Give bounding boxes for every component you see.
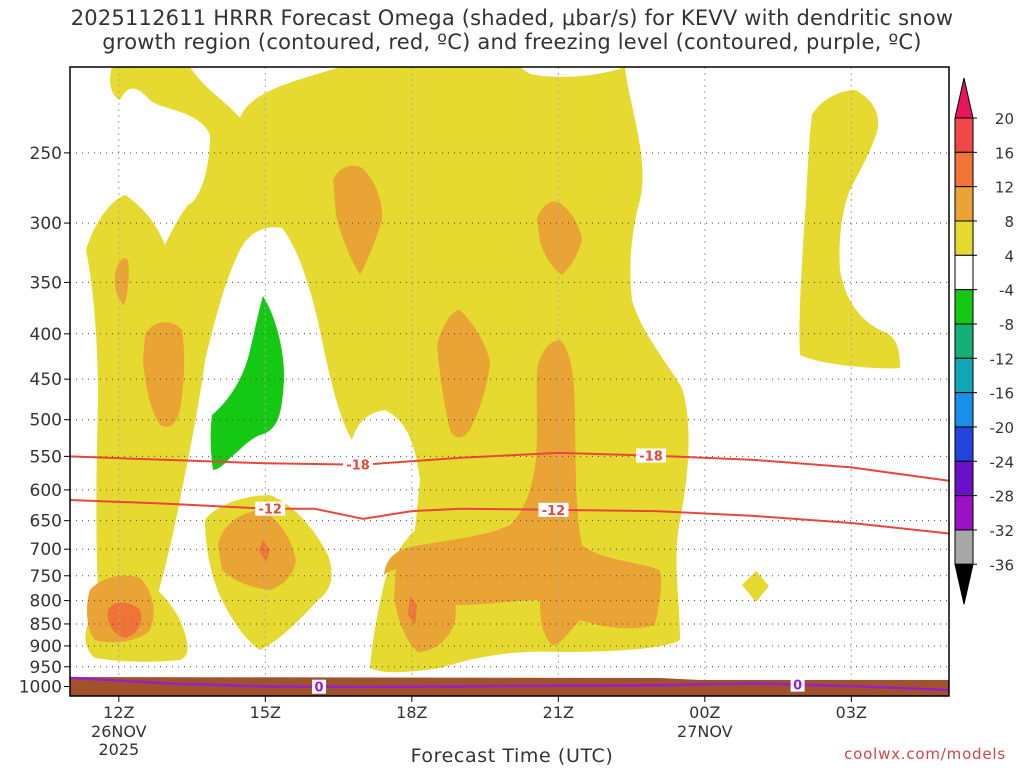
- contour-label-bg: [636, 448, 667, 463]
- x-tick-label-12Z: 12Z: [103, 703, 134, 722]
- y-tick-label-500: 500: [30, 411, 62, 431]
- colorbar-segment-8: [954, 357, 974, 394]
- credit-text[interactable]: coolwx.com/models: [844, 745, 1006, 763]
- x-tick-date-12Z: 26NOV: [91, 722, 147, 741]
- colorbar-label-4: 4: [1004, 247, 1014, 265]
- omega-8-12-21z-300: [537, 201, 582, 275]
- omega-8-12-19z-450: [437, 310, 490, 438]
- colorbar-segment-9: [954, 392, 974, 428]
- y-tick-label-850: 850: [30, 615, 62, 635]
- contour-label-bg: [255, 501, 286, 516]
- y-tick-label-250: 250: [30, 144, 62, 164]
- omega-8-12-15z-700: [218, 510, 296, 590]
- y-tick-label-300: 300: [30, 214, 62, 234]
- colorbar-segment-5: [954, 254, 974, 291]
- colorbar-label-6: -8: [999, 316, 1014, 334]
- colorbar-label-3: 8: [1004, 213, 1014, 231]
- x-tick-label-03Z: 03Z: [836, 703, 867, 722]
- y-tick-label-450: 450: [30, 370, 62, 390]
- contour-label-bg: [790, 677, 805, 692]
- contour-line-dendritic_snow_growth-1: [70, 499, 949, 535]
- colorbar-segment-10: [954, 426, 974, 462]
- colorbar-label-7: -12: [990, 350, 1015, 368]
- colorbar-label-8: -16: [990, 385, 1015, 403]
- omega-8-12-17z-300: [333, 165, 383, 275]
- y-tick-label-400: 400: [30, 325, 62, 345]
- colorbar-label-10: -24: [990, 453, 1015, 471]
- colorbar-segment-13: [954, 529, 974, 565]
- y-tick-label-800: 800: [30, 592, 62, 612]
- x-tick-year-12Z: 2025: [98, 740, 139, 759]
- y-tick-label-1000: 1000: [19, 677, 62, 697]
- chart-title-line2: growth region (contoured, red, ºC) and f…: [102, 30, 922, 54]
- y-tick-label-600: 600: [30, 481, 62, 501]
- x-axis-label: Forecast Time (UTC): [410, 745, 614, 767]
- colorbar-label-11: -28: [990, 488, 1015, 506]
- contour-label-dendritic_snow_growth-1: -12: [542, 504, 566, 519]
- x-tick-label-15Z: 15Z: [250, 703, 281, 722]
- colorbar-segment-11: [954, 460, 974, 497]
- colorbar-label-0: 20: [995, 110, 1014, 128]
- omega-12-16-12z-850: [107, 602, 142, 638]
- y-tick-label-750: 750: [30, 567, 62, 587]
- colorbar-segment-14: [954, 563, 974, 605]
- colorbar-label-12: -32: [990, 522, 1015, 540]
- colorbar-segment-12: [954, 495, 974, 531]
- colorbar-label-5: -4: [999, 282, 1014, 300]
- x-tick-label-18Z: 18Z: [396, 703, 427, 722]
- y-tick-label-950: 950: [30, 658, 62, 678]
- contour-line-dendritic_snow_growth-0: [70, 451, 949, 482]
- y-tick-label-700: 700: [30, 540, 62, 560]
- colorbar-segment-1: [954, 117, 974, 153]
- x-tick-label-21Z: 21Z: [543, 703, 574, 722]
- plot-area: -18 -18 -12 -12 0 0: [70, 67, 949, 696]
- plot-frame: [69, 66, 950, 697]
- omega-neg4-neg8-14z: [210, 296, 285, 470]
- contour-label-freezing_level-0: 0: [315, 681, 324, 696]
- colorbar: 20 16 12 8 4 -4 -8 -12 -16 -20 -24 -28 -32 -36: [954, 77, 1015, 605]
- chart-title-line1: 2025112611 HRRR Forecast Omega (shaded, …: [70, 6, 954, 30]
- y-tick-label-900: 900: [30, 637, 62, 657]
- contour-label-dendritic_snow_growth-1: -18: [639, 450, 663, 465]
- omega-12-16-18z-830: [408, 596, 417, 625]
- colorbar-label-13: -36: [990, 556, 1015, 574]
- y-tick-label-650: 650: [30, 512, 62, 532]
- omega-12-16-15z-720: [259, 540, 270, 563]
- colorbar-segment-7: [954, 323, 974, 359]
- x-tick-label-00Z: 00Z: [689, 703, 720, 722]
- omega-8-12-12z-350: [114, 258, 129, 305]
- colorbar-segment-4: [954, 220, 974, 256]
- x-tick-date-00Z: 27NOV: [677, 722, 733, 741]
- contour-label-bg: [538, 502, 569, 517]
- chart-title: 2025112611 HRRR Forecast Omega (shaded, …: [0, 6, 1024, 54]
- y-tick-label-350: 350: [30, 273, 62, 293]
- contour-label-bg: [312, 679, 327, 694]
- colorbar-label-2: 12: [995, 179, 1014, 197]
- colorbar-segment-2: [954, 151, 974, 188]
- contour-label-dendritic_snow_growth-0: -18: [346, 459, 370, 474]
- y-tick-label-550: 550: [30, 447, 62, 467]
- contour-label-dendritic_snow_growth-0: -12: [258, 503, 282, 518]
- colorbar-segment-0: [954, 77, 974, 119]
- omega-4-8-right-upper: [799, 90, 900, 369]
- colorbar-segment-3: [954, 186, 974, 222]
- omega-8-12-20z-850: [384, 340, 662, 645]
- contour-label-bg: [343, 457, 374, 472]
- colorbar-label-9: -20: [990, 419, 1015, 437]
- contour-label-freezing_level-1: 0: [793, 679, 802, 694]
- colorbar-segment-6: [954, 289, 974, 325]
- colorbar-label-1: 16: [995, 144, 1014, 162]
- omega-4-8-right-small: [742, 571, 769, 602]
- omega-8-12-18z-850: [394, 559, 456, 652]
- omega-8-12-13z-400: [143, 322, 185, 427]
